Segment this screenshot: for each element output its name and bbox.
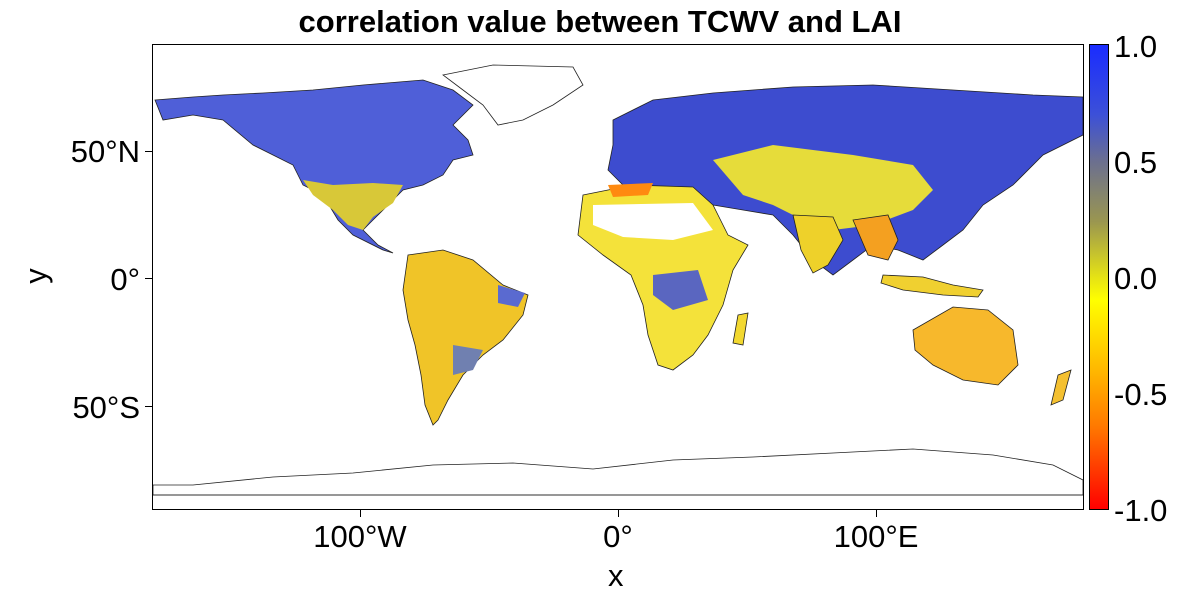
central-asia-band: [713, 145, 933, 230]
x-tick-label-0: 0°: [603, 519, 633, 554]
sahara-shape: [593, 203, 713, 240]
southeast-asia-shape: [852, 214, 899, 261]
north-africa-orange: [608, 183, 653, 197]
colorbar-label-half: 0.5: [1114, 145, 1158, 180]
x-tick-mark: [360, 510, 361, 517]
north-america-shape: [154, 79, 474, 254]
colorbar-label-zero: 0.0: [1114, 261, 1158, 296]
new-zealand-shape: [1050, 369, 1072, 406]
south-america-blue-patch: [453, 345, 483, 375]
colorbar: [1089, 44, 1109, 510]
y-tick-label-50s: 50°S: [72, 390, 140, 425]
colorbar-label-neg-half: -0.5: [1114, 377, 1168, 412]
y-tick-label-0: 0°: [110, 262, 140, 297]
australia-shape: [912, 306, 1019, 386]
colorbar-label-max: 1.0: [1114, 29, 1158, 64]
x-tick-label-100e: 100°E: [833, 519, 919, 554]
x-tick-label-100w: 100°W: [313, 519, 407, 554]
x-tick-mark: [618, 510, 619, 517]
y-tick-mark: [145, 151, 152, 152]
north-america-south-band: [303, 180, 403, 230]
x-axis-label: x: [608, 558, 624, 593]
indonesia-shape: [880, 274, 984, 298]
antarctica-outline: [153, 448, 1083, 496]
madagascar-shape: [732, 312, 749, 346]
south-america-shape: [402, 249, 529, 426]
x-tick-mark: [876, 510, 877, 517]
world-map: [152, 44, 1084, 510]
y-tick-mark: [145, 406, 152, 407]
y-tick-label-50n: 50°N: [70, 134, 140, 169]
central-africa-blue: [653, 270, 708, 310]
map-canvas: [153, 64, 1083, 496]
colorbar-label-min: -1.0: [1114, 493, 1168, 528]
greenland-shape: [442, 64, 584, 126]
map-title: correlation value between TCWV and LAI: [298, 4, 902, 39]
brazil-east-patch: [498, 285, 525, 307]
y-tick-mark: [145, 278, 152, 279]
india-shape: [792, 214, 844, 274]
